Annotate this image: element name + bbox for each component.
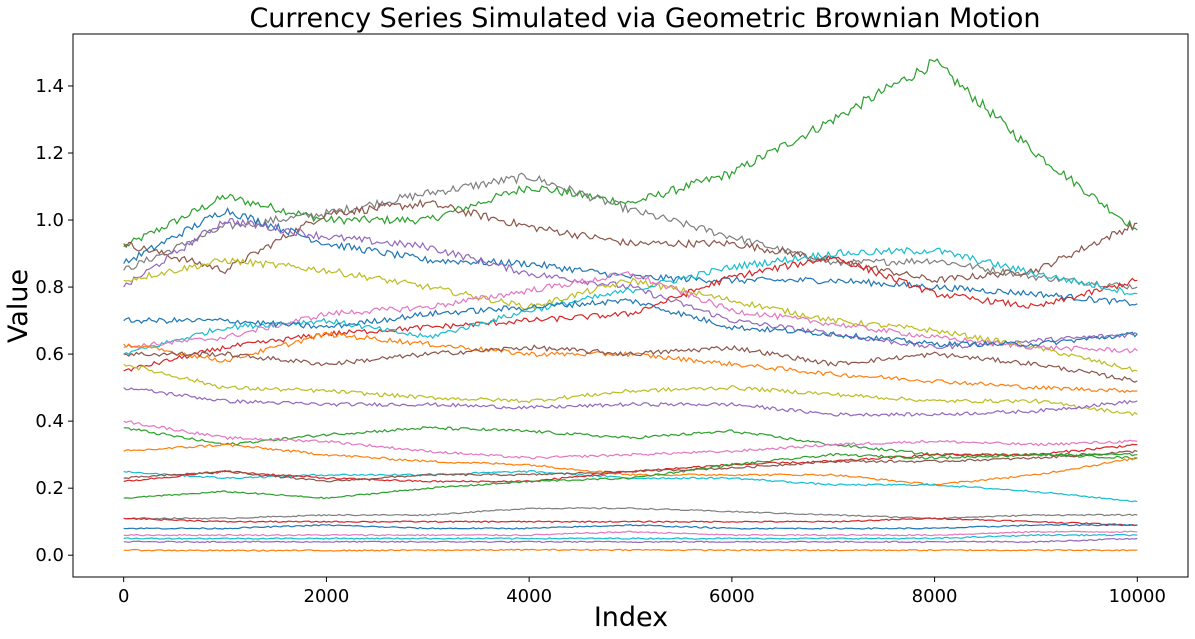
series-line-4 bbox=[123, 207, 1138, 307]
y-tick-label: 1.2 bbox=[35, 143, 64, 164]
series-line-17 bbox=[123, 443, 1138, 486]
x-axis-label: Index bbox=[594, 602, 668, 633]
y-tick-label: 1.4 bbox=[35, 76, 64, 97]
series-line-3 bbox=[123, 198, 1138, 284]
series-line-27 bbox=[123, 537, 1138, 544]
series-line-22 bbox=[123, 506, 1138, 520]
series-line-13 bbox=[123, 363, 1138, 417]
y-axis-label: Value bbox=[3, 269, 34, 343]
series-line-20 bbox=[123, 449, 1138, 483]
series-line-9 bbox=[123, 271, 1138, 354]
series-line-15 bbox=[123, 426, 1138, 460]
plot-area bbox=[72, 33, 1189, 578]
x-tick-label: 0 bbox=[118, 586, 129, 607]
series-line-24 bbox=[123, 523, 1138, 530]
series-line-6 bbox=[123, 257, 1138, 373]
x-tick-label: 2000 bbox=[304, 586, 350, 607]
series-line-14 bbox=[123, 387, 1138, 417]
series-line-12 bbox=[123, 344, 1138, 383]
y-tick-label: 0.4 bbox=[35, 411, 64, 432]
series-line-23 bbox=[123, 517, 1138, 527]
series-line-7 bbox=[123, 254, 1138, 372]
plot-frame bbox=[72, 33, 1189, 578]
series-line-2 bbox=[123, 172, 1138, 290]
y-tick-label: 0.0 bbox=[35, 545, 64, 566]
series-line-21 bbox=[123, 452, 1138, 500]
y-tick-label: 1.0 bbox=[35, 210, 64, 231]
series-line-5 bbox=[123, 217, 1138, 350]
x-tick-label: 4000 bbox=[506, 586, 552, 607]
y-tick-label: 0.6 bbox=[35, 344, 64, 365]
series-line-25 bbox=[123, 530, 1138, 537]
chart-title: Currency Series Simulated via Geometric … bbox=[249, 3, 1040, 34]
x-tick-label: 6000 bbox=[709, 586, 755, 607]
series-line-26 bbox=[123, 533, 1138, 540]
y-axis-ticks: 0.0 0.2 0.4 0.6 0.8 1.0 1.2 1.4 bbox=[35, 76, 73, 566]
y-tick-label: 0.8 bbox=[35, 277, 64, 298]
series-line-1 bbox=[123, 58, 1138, 248]
x-tick-label: 10000 bbox=[1109, 586, 1166, 607]
x-axis-ticks: 0 2000 4000 6000 8000 10000 bbox=[118, 577, 1166, 607]
series-line-28 bbox=[123, 548, 1138, 552]
series-line-11 bbox=[123, 331, 1138, 394]
x-tick-label: 8000 bbox=[912, 586, 958, 607]
series-group bbox=[123, 58, 1138, 552]
series-line-10 bbox=[123, 298, 1138, 348]
series-line-16 bbox=[123, 420, 1138, 460]
y-tick-label: 0.2 bbox=[35, 478, 64, 499]
